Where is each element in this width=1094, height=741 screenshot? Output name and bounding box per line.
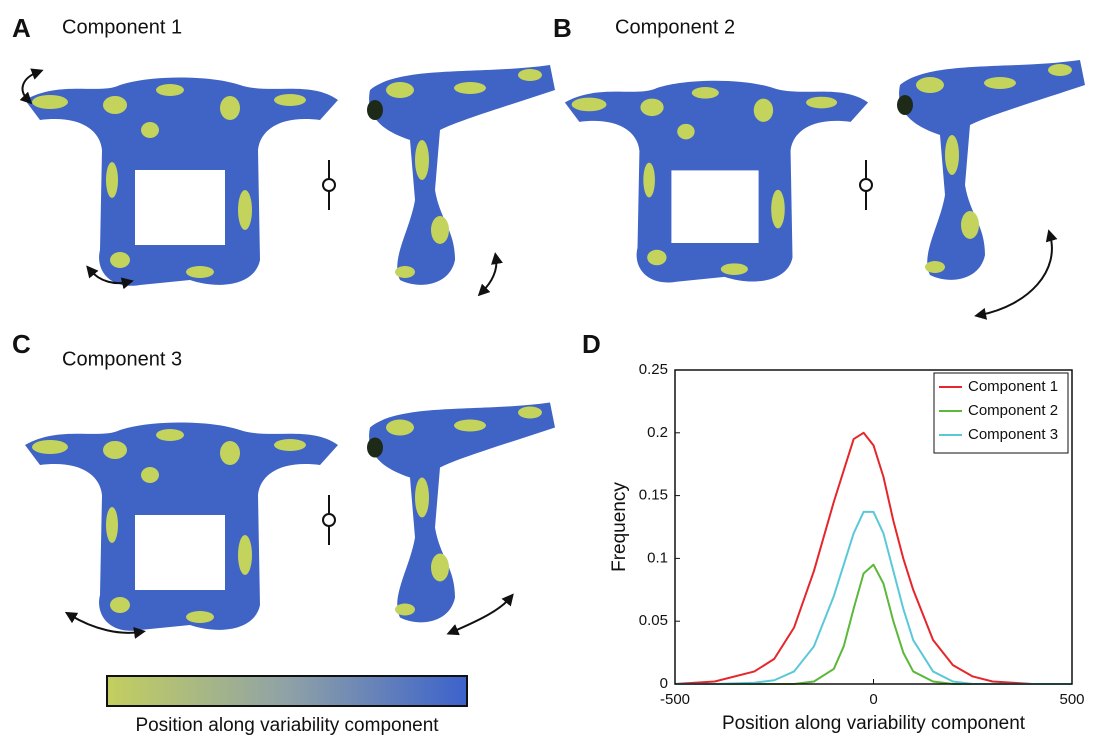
- axes-box: [674, 369, 1073, 685]
- structure-side: [367, 402, 555, 623]
- structure-side: [367, 65, 555, 285]
- structure-front: [25, 77, 338, 286]
- panel-title: Component 2: [615, 16, 735, 38]
- series-line: [675, 510, 1072, 685]
- y-axis-label: Frequency: [609, 482, 630, 572]
- panel-label: D: [582, 329, 601, 359]
- legend-label: Component 1: [968, 378, 1058, 395]
- x-tick-label: 0: [869, 691, 877, 708]
- series-line: [674, 431, 1072, 685]
- y-tick-label: 0.25: [639, 361, 668, 378]
- panel-label: A: [12, 13, 31, 43]
- structure-side: [897, 60, 1085, 280]
- x-axis-label: Position along variability component: [722, 713, 1026, 734]
- structure-front: [564, 80, 869, 283]
- y-tick-label: 0: [660, 675, 668, 692]
- panel-label: C: [12, 329, 31, 359]
- colorbar: [106, 675, 468, 707]
- panel-label: B: [553, 13, 572, 43]
- legend-label: Component 3: [968, 426, 1058, 443]
- x-tick-label: -500: [660, 691, 690, 708]
- colorbar-label: Position along variability component: [135, 715, 439, 736]
- motion-arrows: [19, 68, 1058, 639]
- panel-title: Component 1: [62, 16, 182, 38]
- x-tick-label: 500: [1059, 691, 1084, 708]
- panel-title: Component 3: [62, 348, 182, 370]
- y-tick-label: 0.1: [647, 549, 668, 566]
- legend-label: Component 2: [968, 402, 1058, 419]
- structure-front: [25, 422, 338, 631]
- rotation-icons: [322, 160, 873, 545]
- y-tick-label: 0.15: [639, 487, 668, 504]
- series-line: [675, 563, 1072, 685]
- y-tick-label: 0.05: [639, 612, 668, 629]
- y-tick-label: 0.2: [647, 424, 668, 441]
